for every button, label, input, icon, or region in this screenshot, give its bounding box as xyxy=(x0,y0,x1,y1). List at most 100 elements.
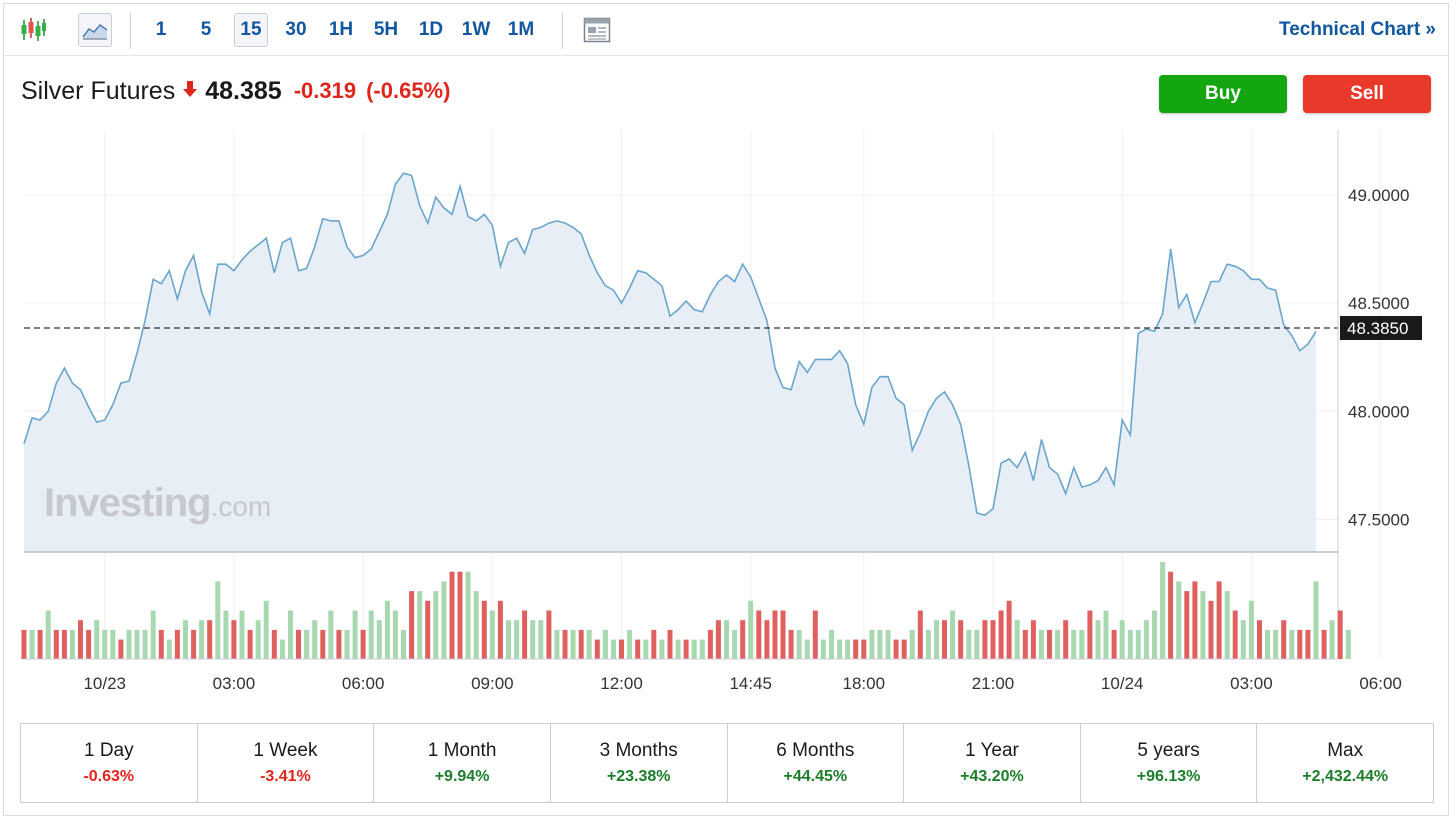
volume-bar xyxy=(457,571,463,659)
volume-bar xyxy=(1297,629,1303,659)
buy-button[interactable]: Buy xyxy=(1159,75,1287,113)
chart-toolbar: 1 5 15 30 1H 5H 1D 1W 1M Technical Chart… xyxy=(4,4,1448,56)
volume-bar xyxy=(1143,620,1149,659)
news-icon[interactable] xyxy=(580,13,614,47)
volume-bar xyxy=(530,620,536,659)
volume-bar xyxy=(1281,620,1287,659)
perf-5-years[interactable]: 5 years +96.13% xyxy=(1081,724,1258,802)
x-tick-label: 03:00 xyxy=(1230,674,1273,693)
volume-bar xyxy=(1224,591,1230,659)
interval-1w[interactable]: 1W xyxy=(461,19,491,40)
volume-bar xyxy=(166,639,172,659)
y-tick-label: 48.0000 xyxy=(1348,402,1409,421)
volume-bar xyxy=(1208,600,1214,659)
technical-chart-link[interactable]: Technical Chart » xyxy=(1279,19,1436,40)
perf-label: Max xyxy=(1327,740,1364,761)
perf-1-week[interactable]: 1 Week -3.41% xyxy=(198,724,375,802)
volume-bar xyxy=(699,639,705,659)
interval-selector: 1 5 15 30 1H 5H 1D 1W 1M xyxy=(144,13,549,47)
volume-bar xyxy=(118,639,124,659)
interval-1h[interactable]: 1H xyxy=(328,19,354,40)
volume-bar xyxy=(45,610,51,659)
volume-bar xyxy=(312,620,318,659)
volume-bar xyxy=(707,629,713,659)
quote-header: Silver Futures 48.385 -0.319 (-0.65%) xyxy=(21,74,460,108)
volume-bar xyxy=(441,581,447,659)
toolbar-divider xyxy=(130,13,131,49)
sell-button[interactable]: Sell xyxy=(1303,75,1431,113)
volume-bar xyxy=(732,629,738,659)
volume-bar xyxy=(522,610,528,659)
volume-bar xyxy=(942,620,947,659)
interval-1m[interactable]: 1M xyxy=(507,19,535,40)
volume-bar xyxy=(69,629,75,659)
volume-bar xyxy=(425,600,431,659)
perf-6-months[interactable]: 6 Months +44.45% xyxy=(728,724,905,802)
price-change-percent: (-0.65%) xyxy=(366,78,451,103)
volume-bar xyxy=(837,639,843,659)
volume-bar xyxy=(1063,620,1069,659)
volume-bar xyxy=(352,610,358,659)
performance-table: 1 Day -0.63% 1 Week -3.41% 1 Month +9.94… xyxy=(20,723,1434,803)
volume-bar xyxy=(917,610,923,659)
volume-bar xyxy=(627,629,633,659)
interval-5h[interactable]: 5H xyxy=(373,19,399,40)
volume-bar xyxy=(433,591,439,659)
perf-label: 1 Week xyxy=(253,740,318,761)
volume-bar xyxy=(1273,629,1279,659)
volume-bar xyxy=(602,629,608,659)
interval-5[interactable]: 5 xyxy=(200,19,212,40)
candlestick-chart-icon[interactable] xyxy=(16,13,50,47)
area-chart-icon[interactable] xyxy=(78,13,112,47)
volume-bar xyxy=(497,600,503,659)
volume-bar xyxy=(344,629,350,659)
volume-bar xyxy=(1329,620,1335,659)
volume-bar xyxy=(215,581,221,659)
volume-bar xyxy=(788,629,794,659)
volume-bar xyxy=(950,610,956,659)
volume-bar xyxy=(1038,629,1044,659)
x-tick-label: 18:00 xyxy=(843,674,886,693)
volume-bar xyxy=(37,629,43,659)
volume-bar xyxy=(1079,629,1085,659)
price-chart[interactable]: Investing.com 49.0000 48.5000 48.0000 47.500… xyxy=(4,4,1450,719)
volume-bar xyxy=(651,629,657,659)
volume-bar xyxy=(982,620,988,659)
volume-bar xyxy=(1232,610,1238,659)
perf-max[interactable]: Max +2,432.44% xyxy=(1257,724,1433,802)
volume-bar xyxy=(514,620,520,659)
volume-bar xyxy=(102,629,108,659)
volume-bar xyxy=(554,629,560,659)
volume-bar xyxy=(255,620,261,659)
volume-bar xyxy=(845,639,851,659)
volume-bar xyxy=(586,629,592,659)
volume-bar xyxy=(110,629,116,659)
volume-bar xyxy=(231,620,237,659)
interval-1[interactable]: 1 xyxy=(155,19,167,40)
volume-bar xyxy=(1192,581,1198,659)
interval-15[interactable]: 15 xyxy=(234,13,268,47)
volume-bar xyxy=(990,620,996,659)
perf-3-months[interactable]: 3 Months +23.38% xyxy=(551,724,728,802)
price-area xyxy=(24,173,1316,553)
volume-bar xyxy=(1289,629,1295,659)
volume-bar xyxy=(683,639,689,659)
volume-bar xyxy=(570,629,576,659)
volume-bar xyxy=(538,620,544,659)
volume-bar xyxy=(1257,620,1262,659)
volume-bar xyxy=(635,639,641,659)
volume-bar xyxy=(271,629,277,659)
volume-bar xyxy=(401,629,406,659)
perf-value: -3.41% xyxy=(260,768,311,785)
volume-bar xyxy=(594,639,600,659)
volume-bar xyxy=(578,629,584,659)
interval-1d[interactable]: 1D xyxy=(418,19,444,40)
perf-1-day[interactable]: 1 Day -0.63% xyxy=(21,724,198,802)
price-line xyxy=(23,172,1317,517)
perf-1-year[interactable]: 1 Year +43.20% xyxy=(904,724,1081,802)
volume-bar xyxy=(740,620,746,659)
volume-bar xyxy=(336,629,342,659)
perf-1-month[interactable]: 1 Month +9.94% xyxy=(374,724,551,802)
perf-label: 1 Year xyxy=(964,740,1019,761)
interval-30[interactable]: 30 xyxy=(285,19,307,40)
